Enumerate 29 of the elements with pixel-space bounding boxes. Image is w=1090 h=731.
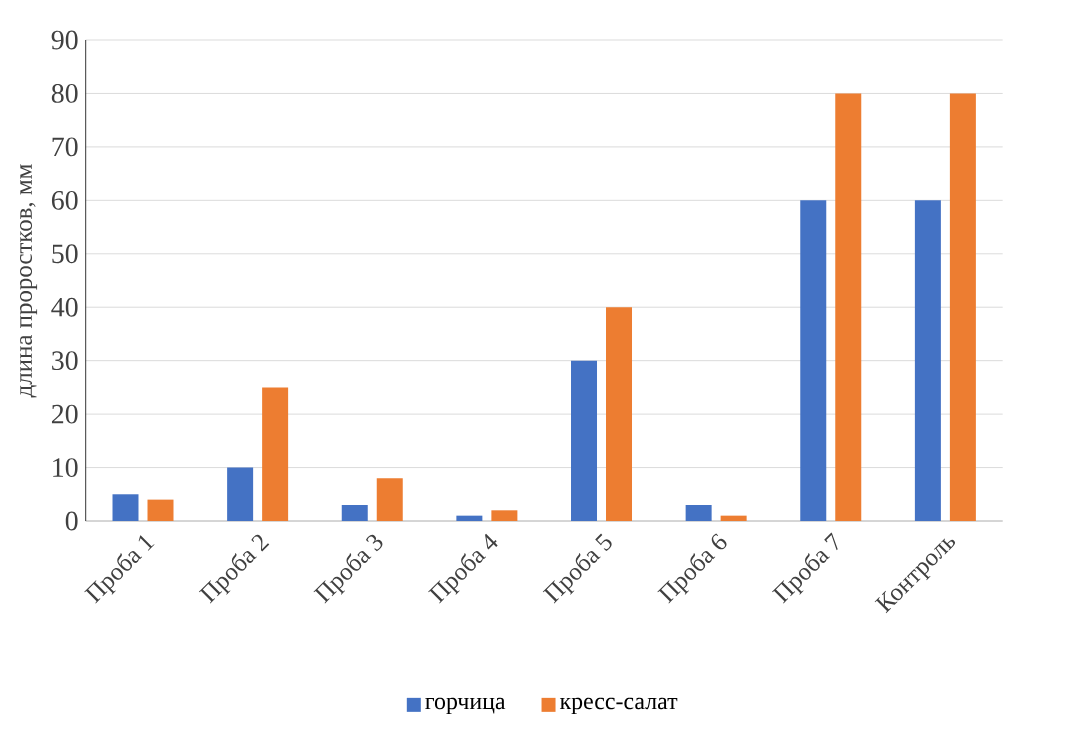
- bar: [720, 515, 747, 521]
- bar: [341, 504, 368, 521]
- y-tick-label: 90: [51, 30, 78, 50]
- bar: [376, 478, 403, 521]
- legend-label: горчица: [425, 697, 506, 715]
- y-tick-label: 50: [52, 244, 78, 264]
- bar: [456, 515, 483, 521]
- y-tick-label: 0: [65, 511, 78, 531]
- bar: [262, 387, 289, 521]
- y-tick-label: 60: [51, 190, 78, 210]
- bar: [685, 504, 712, 521]
- bar: [227, 467, 254, 521]
- bar: [112, 494, 139, 521]
- bar: [491, 510, 518, 521]
- y-tick-label: 20: [51, 404, 78, 424]
- y-tick-label: 40: [51, 297, 78, 317]
- bar: [835, 93, 862, 521]
- legend-label: кресс-салат: [559, 697, 678, 715]
- bar: [949, 93, 976, 521]
- y-axis-title: длина проростков, мм: [20, 164, 38, 398]
- bar: [147, 499, 174, 521]
- y-tick-label: 10: [53, 458, 78, 477]
- y-tick-label: 70: [52, 137, 78, 157]
- bar: [571, 360, 598, 521]
- y-tick-label: 30: [52, 351, 78, 371]
- bar: [606, 307, 633, 521]
- bar: [800, 200, 827, 521]
- bar: [914, 200, 941, 521]
- y-tick-label: 80: [51, 84, 78, 103]
